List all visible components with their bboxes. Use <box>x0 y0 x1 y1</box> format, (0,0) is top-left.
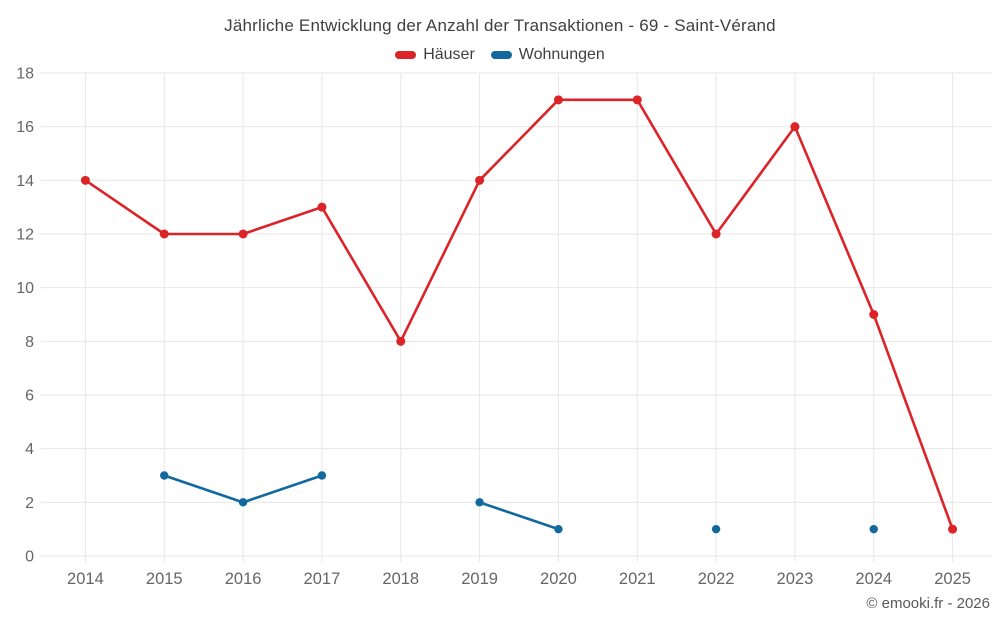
data-point[interactable] <box>475 498 484 507</box>
data-point[interactable] <box>159 229 169 239</box>
x-tick-label: 2020 <box>540 570 577 588</box>
x-tick-label: 2018 <box>382 570 419 588</box>
copyright-footer: © emooki.fr - 2026 <box>866 595 990 612</box>
data-point[interactable] <box>790 122 800 132</box>
series-wohnungen <box>160 471 878 534</box>
legend-item-wohnungen[interactable]: Wohnungen <box>490 46 605 64</box>
data-point[interactable] <box>553 95 563 105</box>
data-point[interactable] <box>711 524 721 534</box>
y-tick-label: 0 <box>25 549 34 566</box>
data-point[interactable] <box>238 229 248 239</box>
data-point[interactable] <box>238 498 248 507</box>
data-point[interactable] <box>869 310 879 319</box>
legend-item-haeuser[interactable]: Häuser <box>395 46 475 64</box>
wohnungen-series-swatch-icon <box>490 51 512 59</box>
data-point[interactable] <box>317 202 327 212</box>
y-tick-label: 8 <box>25 334 34 351</box>
x-tick-label: 2023 <box>777 570 814 588</box>
x-tick-label: 2015 <box>146 570 183 588</box>
haeuser-series-swatch-icon <box>395 51 417 59</box>
chart-legend: Häuser Wohnungen <box>0 46 1000 64</box>
series-haeuser <box>80 95 958 534</box>
series-line <box>478 501 560 531</box>
data-point[interactable] <box>475 175 485 185</box>
data-point[interactable] <box>632 95 642 105</box>
y-tick-label: 12 <box>16 227 34 244</box>
x-tick-label: 2022 <box>698 570 735 588</box>
y-tick-label: 14 <box>16 173 34 190</box>
x-tick-label: 2021 <box>619 570 656 588</box>
x-tick-label: 2017 <box>304 570 341 588</box>
y-tick-label: 10 <box>16 280 34 297</box>
y-tick-label: 18 <box>16 66 34 83</box>
data-point[interactable] <box>711 229 721 239</box>
legend-label-haeuser: Häuser <box>423 46 475 63</box>
x-tick-label: 2024 <box>855 570 892 588</box>
chart-title: Jährliche Entwicklung der Anzahl der Tra… <box>224 16 776 35</box>
data-point[interactable] <box>317 471 327 480</box>
x-tick-label: 2019 <box>461 570 498 588</box>
y-tick-label: 2 <box>25 495 34 512</box>
series-line <box>84 98 954 531</box>
x-tick-label: 2014 <box>67 570 104 588</box>
y-tick-label: 6 <box>25 388 34 405</box>
x-tick-label: 2025 <box>934 570 971 588</box>
data-point[interactable] <box>554 524 563 534</box>
data-point[interactable] <box>160 471 169 480</box>
x-tick-label: 2016 <box>225 570 262 588</box>
y-tick-label: 4 <box>25 441 34 458</box>
data-point[interactable] <box>396 336 406 346</box>
y-tick-label: 16 <box>16 119 34 136</box>
data-point[interactable] <box>869 524 878 534</box>
data-point[interactable] <box>80 175 90 185</box>
legend-label-wohnungen: Wohnungen <box>518 46 605 63</box>
data-point[interactable] <box>948 524 958 534</box>
